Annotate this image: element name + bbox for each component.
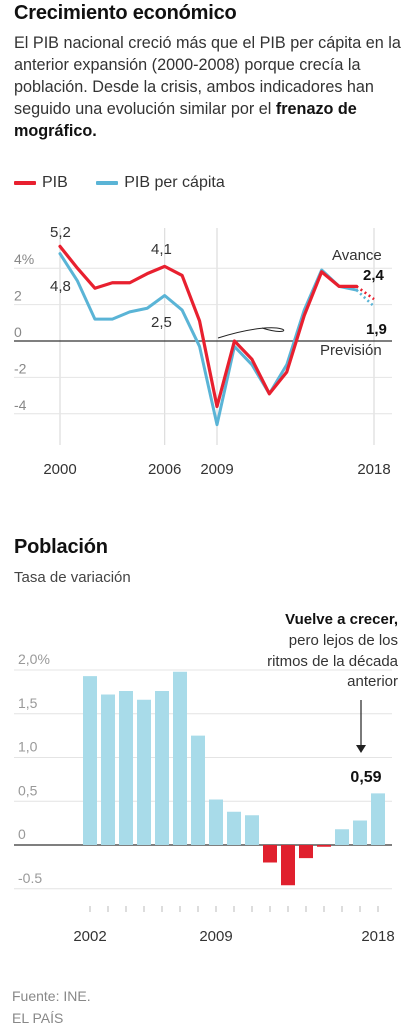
bar-2002: [83, 676, 97, 845]
intro-text: El PIB nacional creció más que el PIB pe…: [14, 34, 401, 118]
gdp-y-tick-label: -2: [14, 360, 27, 376]
label-prevision-value: 1,9: [366, 321, 387, 338]
gdp-line-chart: 2000 2006 2009 2018 4% 2 0 -2 -4 5,2 4,8 4,1 2,5…: [14, 224, 392, 478]
population-subtitle: Tasa de variación: [14, 569, 131, 586]
bar-2005: [137, 699, 151, 845]
gdp-y-tick-label: 4%: [14, 251, 34, 267]
legend-item-pib: PIB: [14, 174, 68, 192]
label-2000-pib: 5,2: [50, 224, 71, 241]
gdp-y-tick-label: 0: [14, 324, 22, 340]
label-2006-per-capita: 2,5: [151, 314, 172, 331]
bar-2013: [281, 845, 295, 886]
bar-2016: [335, 829, 349, 845]
pop-y-tick-label: 2,0%: [18, 651, 50, 667]
pop-x-tick-label: 2018: [361, 928, 394, 945]
series-line-pib-per-capita: [58, 252, 359, 427]
label-prevision: Previsión: [320, 342, 382, 359]
gdp-chart-title: Crecimiento económico: [14, 2, 237, 24]
legend-swatch-pib: [14, 181, 36, 185]
bar-2012: [263, 845, 277, 863]
gdp-y-tick-label: 2: [14, 288, 22, 304]
pop-y-tick-label: 0: [18, 826, 26, 842]
bar-2006: [155, 691, 169, 845]
gdp-x-tick-label: 2009: [200, 461, 233, 478]
bar-2009: [209, 799, 223, 845]
bar-2015: [317, 845, 331, 847]
bar-2007: [173, 671, 187, 845]
population-bar-chart: 2,0% 1,5 1,0 0,5 0 -0.5 2002 2009 2018 Vuelve a …: [14, 611, 399, 945]
intro-arrow: [217, 327, 284, 339]
annotation-bold: Vuelve a crecer,: [285, 611, 398, 628]
legend-swatch-pib-per-capita: [96, 181, 119, 185]
footer-publisher: EL PAÍS: [12, 1010, 64, 1026]
pop-y-tick-label: -0.5: [18, 870, 42, 886]
legend-item-pib-per-capita: PIB per cápita: [96, 174, 225, 192]
annotation-line-1: pero lejos de los: [289, 632, 398, 649]
label-avance: Avance: [332, 247, 382, 264]
forecast-line-pib: [355, 285, 375, 301]
bar-2004: [119, 691, 133, 845]
bar-2010: [227, 811, 241, 845]
label-last-value: 0,59: [350, 769, 381, 786]
pop-y-tick-label: 0,5: [18, 782, 38, 798]
pop-y-tick-label: 1,5: [18, 695, 38, 711]
gdp-y-tick-label: -4: [14, 397, 27, 413]
bar-2017: [353, 820, 367, 845]
gdp-x-tick-label: 2000: [43, 461, 76, 478]
label-2000-per-capita: 4,8: [50, 278, 71, 295]
bar-2008: [191, 735, 205, 845]
label-avance-value: 2,4: [363, 267, 385, 284]
bar-2003: [101, 694, 115, 845]
population-chart-title: Población: [14, 536, 108, 558]
gdp-intro-text: El PIB nacional creció más que el PIB pe…: [14, 32, 406, 142]
label-2006-pib: 4,1: [151, 241, 172, 258]
gdp-x-tick-label: 2018: [357, 461, 390, 478]
legend-label-pib: PIB: [42, 174, 68, 191]
forecast-line-pib-per-capita: [355, 289, 375, 308]
intro-bold-text: frenazo de mográfico.: [14, 100, 357, 140]
footer-source: Fuente: INE.: [12, 988, 91, 1004]
series-line-pib: [58, 244, 359, 409]
pop-x-tick-label: 2009: [199, 928, 232, 945]
legend-label-pib-per-capita: PIB per cápita: [124, 174, 225, 191]
annotation-arrowhead: [356, 745, 366, 753]
bar-2014: [299, 845, 313, 859]
gdp-legend: PIB PIB per cápita: [14, 172, 249, 192]
bar-2018: [371, 793, 385, 845]
annotation-line-2: ritmos de la década: [267, 653, 399, 670]
annotation-line-3: anterior: [347, 673, 398, 690]
gdp-x-tick-label: 2006: [148, 461, 181, 478]
bar-2011: [245, 815, 259, 845]
pop-x-tick-label: 2002: [73, 928, 106, 945]
pop-y-tick-label: 1,0: [18, 739, 38, 755]
